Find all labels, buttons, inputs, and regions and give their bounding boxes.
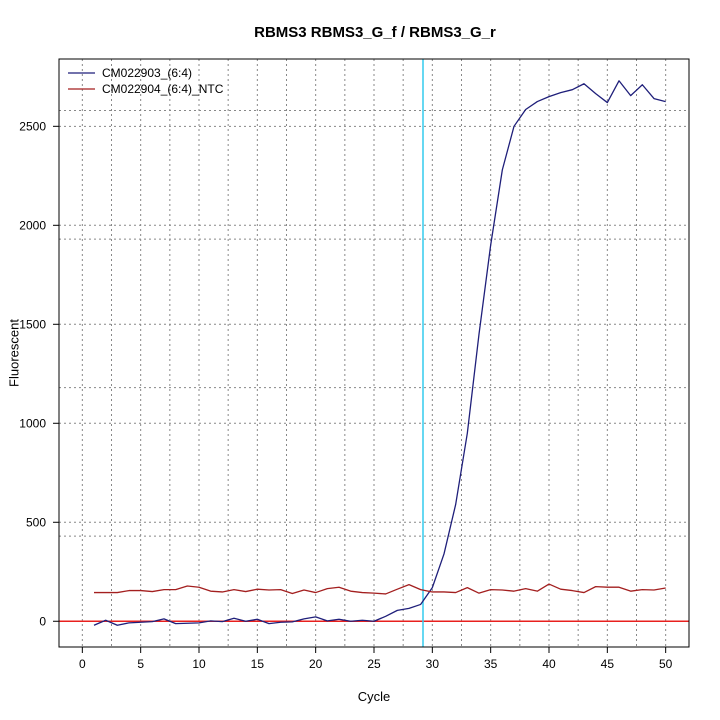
- x-tick-label: 30: [426, 657, 440, 671]
- x-tick-label: 0: [79, 657, 86, 671]
- y-tick-label: 500: [26, 515, 46, 529]
- x-tick-label: 15: [251, 657, 265, 671]
- x-tick-label: 40: [542, 657, 556, 671]
- grid-lines: [59, 59, 689, 647]
- plot-frame: [58, 58, 690, 648]
- x-axis-ticks: 0 5 10 15 20 25 30 35 40 45 50: [79, 647, 673, 671]
- y-tick-label: 2500: [19, 119, 46, 133]
- x-tick-label: 50: [659, 657, 673, 671]
- reference-lines: [59, 59, 689, 647]
- series-lines: [93, 80, 666, 626]
- y-tick-label: 2000: [19, 218, 46, 232]
- series-line-1: [93, 80, 666, 626]
- legend: CM022903_(6:4) CM022904_(6:4)_NTC: [68, 66, 224, 96]
- y-tick-label: 0: [39, 614, 46, 628]
- y-tick-label: 1500: [19, 317, 46, 331]
- y-axis-ticks: 0 500 1000 1500 2000 2500: [19, 119, 59, 628]
- x-tick-label: 45: [601, 657, 615, 671]
- chart-title: RBMS3 RBMS3_G_f / RBMS3_G_r: [254, 24, 496, 41]
- series-line-2: [94, 583, 666, 595]
- y-axis-label: Fluorescent: [6, 319, 21, 387]
- x-tick-label: 35: [484, 657, 498, 671]
- y-tick-label: 1000: [19, 416, 46, 430]
- x-tick-label: 5: [137, 657, 144, 671]
- x-tick-label: 25: [367, 657, 381, 671]
- x-tick-label: 20: [309, 657, 323, 671]
- legend-label: CM022904_(6:4)_NTC: [102, 82, 224, 96]
- x-axis-label: Cycle: [358, 689, 391, 704]
- legend-label: CM022903_(6:4): [102, 66, 192, 80]
- x-tick-label: 10: [192, 657, 206, 671]
